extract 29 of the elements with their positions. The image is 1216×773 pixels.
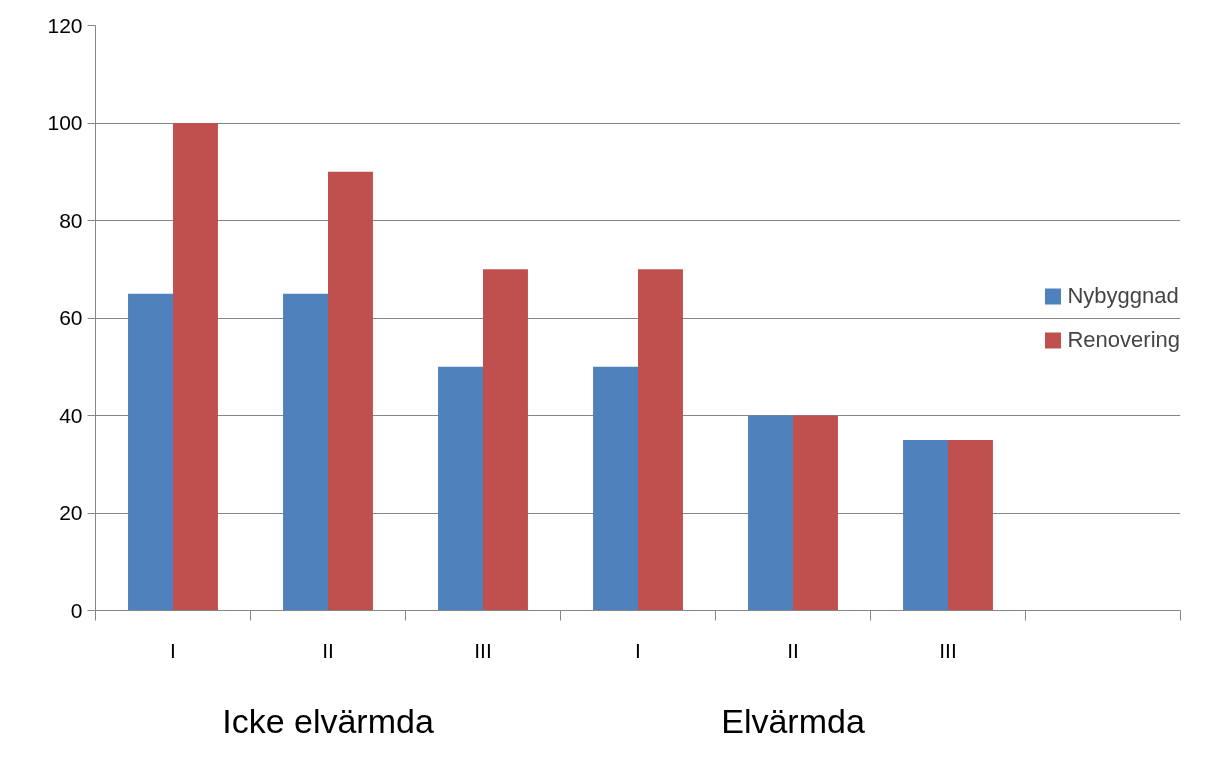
text: Elvärmda [721,701,865,740]
y-tick-label: 80 [59,208,83,232]
x-tick-label: III [939,638,957,662]
bar [638,269,683,611]
legend-label: Renovering [1067,326,1180,353]
bar [283,293,328,611]
bar [128,293,173,611]
y-tick-label: 100 [47,111,83,134]
bar [593,366,638,611]
y-tick-label: 0 [70,598,83,622]
bar [438,366,483,611]
text: Icke elvärmda [222,701,434,740]
x-tick-label: II [787,638,799,662]
bar [748,415,793,611]
bar [173,123,218,611]
bar [948,439,993,611]
x-tick-label: III [474,638,492,662]
x-tick-label: I [635,638,641,662]
y-tick-label: 60 [59,306,83,329]
x-tick-label: II [322,638,334,662]
x-tick-label: I [170,638,176,662]
bar [328,171,373,611]
y-tick-label: 120 [47,13,83,37]
bar [793,415,838,611]
bar [903,439,948,611]
y-tick-label: 20 [59,501,83,524]
legend-label: Nybyggnad [1067,282,1179,309]
y-tick-label: 40 [59,403,83,427]
bar [483,269,528,611]
